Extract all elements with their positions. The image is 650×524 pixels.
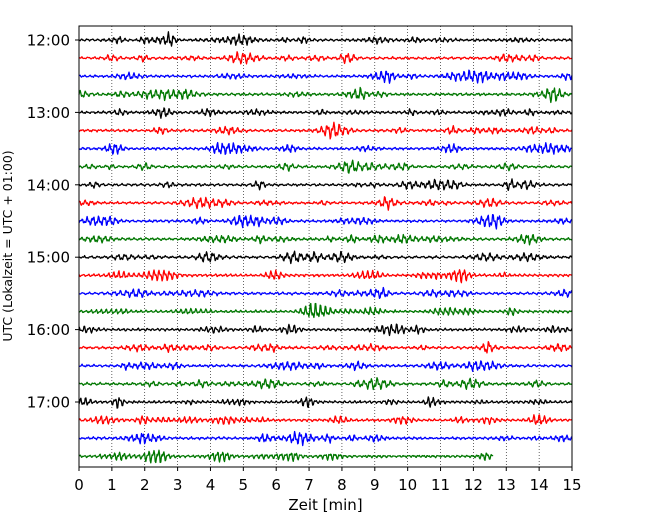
- plot-background: [79, 26, 572, 467]
- plot-frame: [78, 25, 573, 468]
- trace-1515: [78, 269, 573, 284]
- y-tick-label-5: 17:00: [27, 394, 70, 412]
- y-tick-label-4: 16:00: [27, 321, 70, 339]
- trace-lines: [78, 31, 573, 464]
- x-tick-label-11: 11: [431, 476, 450, 494]
- x-axis-label: Zeit [min]: [288, 496, 362, 514]
- x-tick-label-2: 2: [140, 476, 150, 494]
- x-tick-label-4: 4: [206, 476, 216, 494]
- trace-1745: [78, 449, 494, 464]
- x-tick-label-1: 1: [107, 476, 117, 494]
- trace-1715: [78, 414, 573, 426]
- trace-1300: [78, 107, 573, 119]
- x-tick-label-8: 8: [337, 476, 347, 494]
- trace-1530: [78, 286, 573, 300]
- y-axis-label: UTC (Lokalzeit = UTC + 01:00): [0, 150, 15, 341]
- trace-1545: [78, 302, 573, 319]
- x-tick-label-15: 15: [562, 476, 581, 494]
- x-axis: 0 1 2 3 4 5 6 7 8 9 10 11 12 13 14 15: [74, 467, 582, 494]
- x-tick-label-3: 3: [173, 476, 183, 494]
- x-tick-label-0: 0: [74, 476, 84, 494]
- trace-1630: [78, 360, 573, 372]
- x-tick-label-12: 12: [464, 476, 483, 494]
- x-tick-label-13: 13: [497, 476, 516, 494]
- trace-1415: [78, 196, 573, 211]
- trace-1445: [78, 233, 573, 246]
- trace-1245: [78, 86, 573, 104]
- trace-1400: [78, 178, 573, 192]
- trace-1645: [78, 377, 573, 391]
- trace-1600: [78, 323, 573, 337]
- y-tick-label-1: 13:00: [27, 104, 70, 122]
- trace-1200: [78, 31, 573, 47]
- x-tick-label-6: 6: [271, 476, 281, 494]
- trace-1730: [78, 430, 573, 447]
- x-tick-label-10: 10: [398, 476, 417, 494]
- trace-1330: [78, 141, 573, 155]
- y-tick-label-0: 12:00: [27, 32, 70, 50]
- x-tick-label-9: 9: [370, 476, 380, 494]
- trace-1345: [78, 159, 573, 174]
- x-tick-label-7: 7: [304, 476, 314, 494]
- trace-1615: [78, 340, 573, 354]
- y-tick-label-3: 15:00: [27, 249, 70, 267]
- trace-1215: [78, 51, 573, 65]
- trace-1430: [78, 213, 573, 230]
- trace-1500: [78, 250, 573, 265]
- trace-1230: [78, 69, 573, 84]
- y-axis: 12:00 13:00 14:00 15:00 16:00 17:00: [27, 32, 79, 412]
- x-tick-label-5: 5: [239, 476, 249, 494]
- trace-1700: [78, 396, 573, 409]
- trace-1315: [78, 121, 573, 140]
- x-tick-label-14: 14: [530, 476, 549, 494]
- y-tick-label-2: 14:00: [27, 176, 70, 194]
